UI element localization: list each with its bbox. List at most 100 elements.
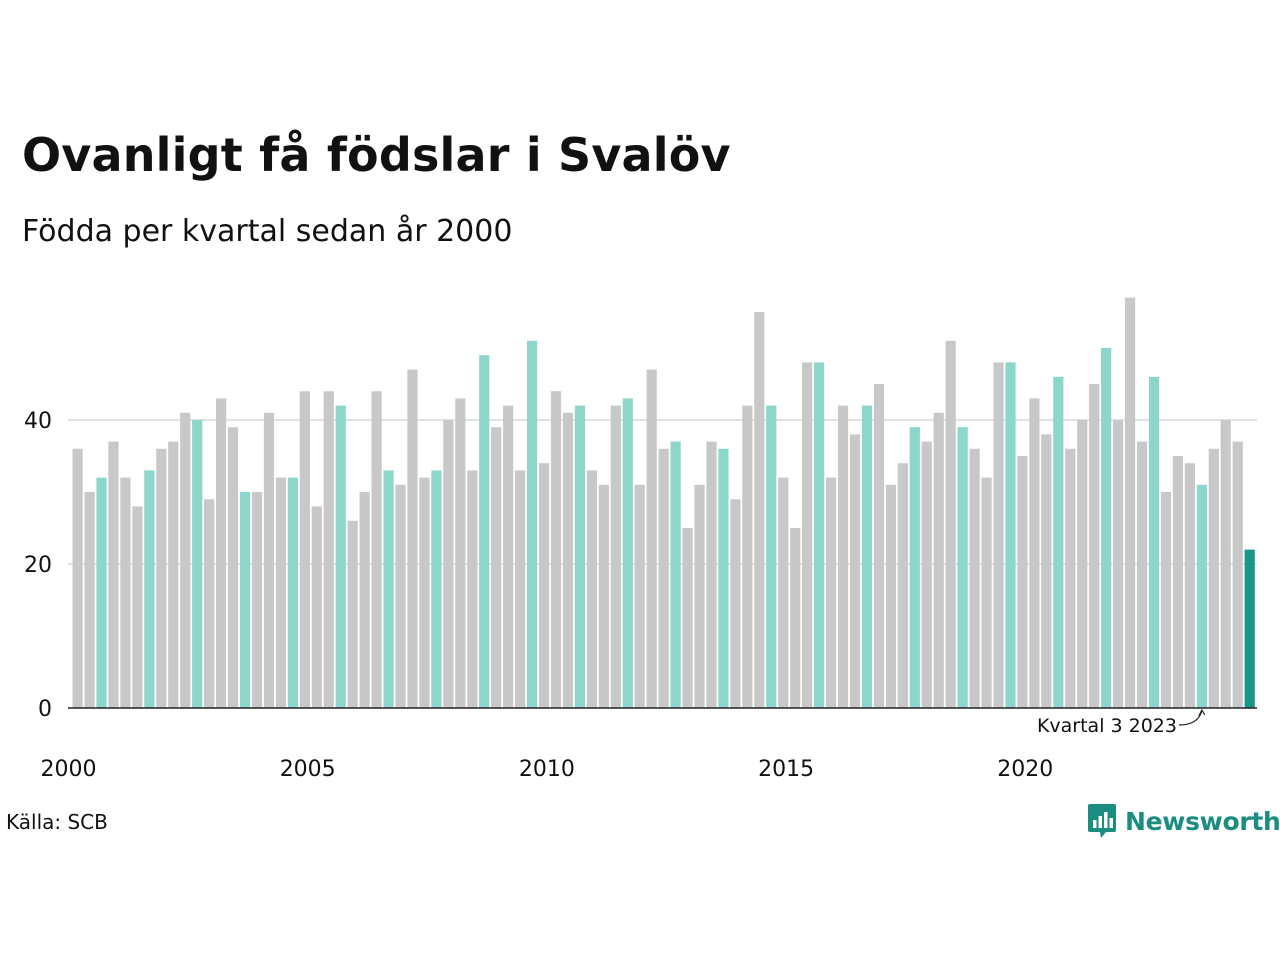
bar-2015-q1: [790, 528, 801, 708]
bar-2002-q1: [168, 441, 179, 708]
bar-2020-q4: [1065, 448, 1076, 708]
bar-2011-q2: [610, 405, 621, 708]
bar-2012-q3: [670, 441, 681, 708]
annotation-arrowhead: [1198, 708, 1206, 717]
bar-2004-q4: [299, 391, 310, 708]
x-tick-label: 2010: [519, 757, 575, 782]
bar-chart: 0 20 40 2000 2005 2010 2015 2020 Kvartal 3 2023: [24, 297, 1257, 782]
bar-2016-q2: [849, 434, 861, 708]
bar-2014-q3: [766, 405, 777, 708]
bar-2007-q4: [443, 420, 454, 708]
bar-2009-q1: [503, 405, 514, 708]
newsworthy-logo-text: Newsworthy: [1125, 806, 1280, 836]
bar-2021-q1: [1077, 420, 1088, 708]
bar-2003-q1: [216, 398, 227, 708]
y-tick-label: 0: [38, 697, 52, 722]
bar-2023-q1: [1172, 456, 1184, 708]
bar-2013-q2: [706, 441, 717, 708]
bar-2013-q3: [718, 448, 729, 708]
bar-2003-q4: [251, 492, 263, 708]
bar-2003-q2: [227, 427, 239, 708]
bar-2009-q3: [526, 340, 538, 708]
bar-2017-q1: [885, 484, 896, 708]
bar-2004-q1: [263, 412, 275, 708]
bar-2013-q4: [730, 499, 741, 708]
bar-2015-q3: [814, 362, 825, 708]
bar-2009-q2: [515, 470, 526, 708]
bar-2000-q1: [72, 448, 83, 708]
bar-2017-q2: [897, 463, 908, 708]
annotation-arrow: [1178, 710, 1203, 726]
bar-2018-q1: [933, 412, 944, 708]
bar-2012-q4: [682, 528, 693, 708]
bar-2014-q1: [742, 405, 753, 708]
bar-2012-q2: [658, 448, 669, 708]
x-tick-label: 2020: [997, 757, 1053, 782]
bar-2021-q4: [1113, 420, 1124, 708]
bar-2024-q1: [1220, 420, 1231, 708]
bar-2010-q1: [550, 391, 562, 708]
bar-2018-q3: [957, 427, 968, 708]
y-tick-label: 40: [24, 409, 52, 434]
bar-2017-q3: [909, 427, 920, 708]
bar-2023-q4: [1208, 448, 1219, 708]
bar-2014-q2: [754, 312, 765, 708]
bar-2004-q2: [275, 477, 287, 708]
bar-2017-q4: [921, 441, 932, 708]
bar-2008-q3: [479, 355, 490, 708]
bar-2011-q1: [598, 484, 609, 708]
x-tick-label: 2000: [41, 757, 97, 782]
bar-2020-q2: [1041, 434, 1052, 708]
bar-2023-q3: [1196, 484, 1207, 708]
bar-2002-q4: [204, 499, 215, 708]
chart-subtitle: Födda per kvartal sedan år 2000: [22, 214, 513, 249]
bar-2016-q1: [837, 405, 849, 708]
bar-2013-q1: [694, 484, 705, 708]
bar-2008-q1: [455, 398, 466, 708]
bar-2010-q2: [562, 412, 574, 708]
bar-2014-q4: [778, 477, 789, 708]
x-tick-label: 2005: [280, 757, 336, 782]
newsworthy-logo-icon: [1088, 804, 1116, 838]
bar-2006-q2: [371, 391, 382, 708]
bar-2005-q1: [311, 506, 322, 708]
bar-2005-q2: [323, 391, 334, 708]
bar-2007-q1: [407, 369, 418, 708]
bar-2009-q4: [538, 463, 550, 708]
annotation-label: Kvartal 3 2023: [1037, 715, 1177, 737]
bar-2007-q2: [419, 477, 430, 708]
bar-2011-q4: [634, 484, 645, 708]
bar-2018-q4: [969, 448, 980, 708]
bar-2015-q4: [825, 477, 837, 708]
source-note: Källa: SCB: [6, 810, 108, 834]
bar-2001-q2: [132, 506, 143, 708]
annotation: Kvartal 3 2023: [1037, 708, 1206, 737]
bar-2005-q3: [335, 405, 346, 708]
bar-2016-q4: [873, 384, 885, 708]
bar-2001-q4: [156, 448, 167, 708]
bar-2006-q1: [359, 492, 370, 708]
bar-2008-q2: [467, 470, 478, 708]
bar-2023-q2: [1184, 463, 1195, 708]
bar-2024-q3: [1244, 549, 1255, 708]
bar-2000-q3: [96, 477, 107, 708]
bar-2015-q2: [802, 362, 813, 708]
bar-2021-q2: [1089, 384, 1100, 708]
bar-2018-q2: [945, 340, 956, 708]
bar-2022-q2: [1136, 441, 1148, 708]
bars: [72, 297, 1255, 708]
bar-2003-q3: [239, 492, 251, 708]
x-tick-label: 2015: [758, 757, 814, 782]
bar-2008-q4: [491, 427, 502, 708]
bar-2020-q3: [1053, 376, 1064, 708]
bar-2006-q4: [395, 484, 406, 708]
bar-2012-q1: [646, 369, 657, 708]
bar-2011-q3: [622, 398, 633, 708]
bar-2021-q3: [1101, 348, 1112, 708]
bar-2002-q3: [192, 420, 203, 708]
bar-2019-q2: [993, 362, 1004, 708]
bar-2020-q1: [1029, 398, 1040, 708]
bar-2002-q2: [180, 412, 191, 708]
chart-title: Ovanligt få födslar i Svalöv: [22, 128, 731, 182]
newsworthy-logo: Newsworthy: [1087, 803, 1280, 839]
